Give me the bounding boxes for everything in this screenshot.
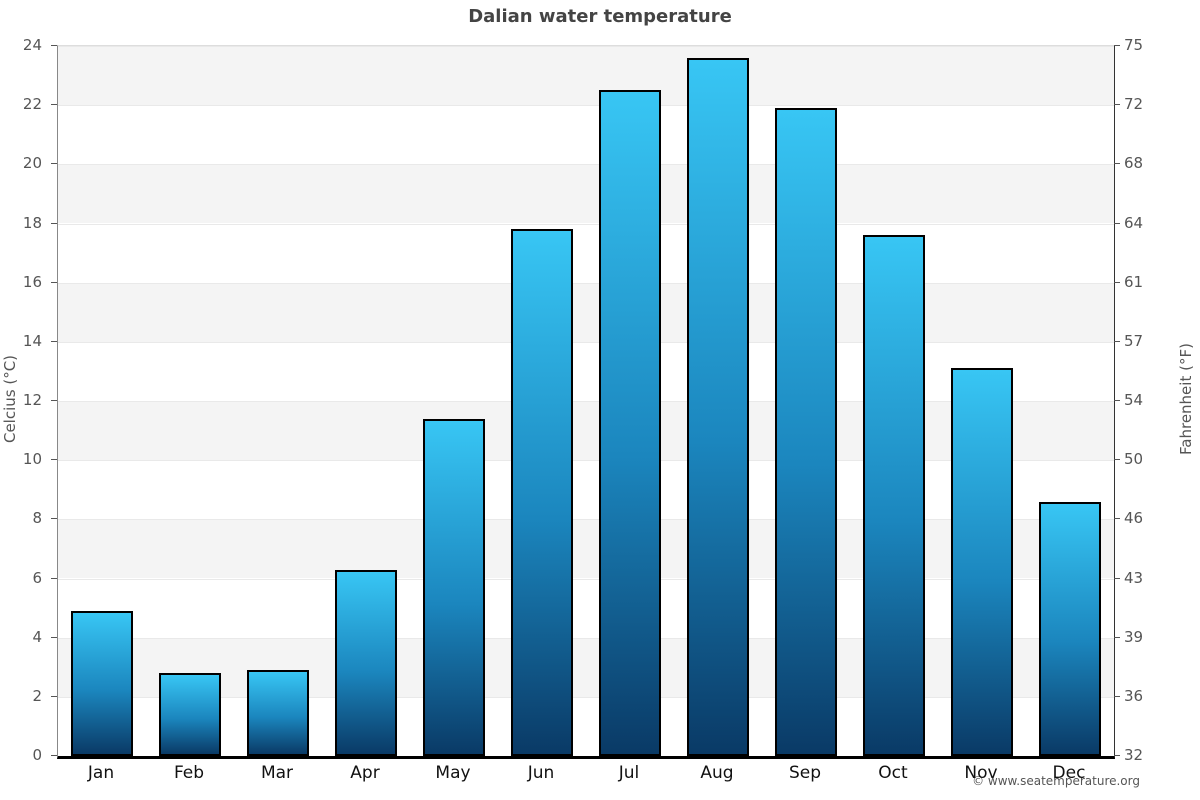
tick-mark [51, 163, 57, 165]
y-axis-right-labels: 32 36 39 43 46 50 54 57 61 64 68 72 75 [1114, 36, 1174, 764]
x-tick-apr: Apr [350, 763, 380, 783]
tick-mark [1114, 636, 1120, 638]
tick-mark [51, 281, 57, 283]
y-tick-celsius: 14 [22, 331, 42, 350]
y-tick-fahrenheit: 75 [1124, 36, 1144, 54]
grid-band [58, 282, 1114, 342]
y-tick-fahrenheit: 50 [1124, 450, 1144, 469]
grid-band [58, 696, 1114, 756]
grid-band [58, 46, 1114, 106]
tick-mark [1114, 459, 1120, 461]
y-tick-celsius: 18 [22, 213, 42, 232]
y-tick-fahrenheit: 57 [1124, 331, 1144, 350]
grid-band [58, 105, 1114, 165]
y-tick-celsius: 24 [22, 36, 42, 54]
y-tick-celsius: 8 [32, 509, 42, 528]
tick-mark [51, 459, 57, 461]
tick-mark [51, 104, 57, 106]
y-tick-celsius: 2 [32, 686, 42, 705]
bar-dec[interactable] [1039, 501, 1101, 756]
y-tick-celsius: 10 [22, 450, 42, 469]
x-tick-jun: Jun [527, 763, 555, 783]
bar-nov[interactable] [951, 368, 1013, 756]
x-tick-feb: Feb [173, 763, 205, 783]
y-tick-celsius: 4 [32, 627, 42, 646]
y-tick-celsius: 16 [22, 272, 42, 291]
x-tick-mar: Mar [260, 763, 294, 783]
y-tick-celsius: 6 [32, 568, 42, 587]
chart-title: Dalian water temperature [468, 6, 732, 27]
tick-mark [1114, 163, 1120, 165]
y-tick-celsius: 12 [22, 391, 42, 409]
tick-mark [1114, 222, 1120, 224]
tick-mark [1114, 577, 1120, 579]
tick-mark [1114, 104, 1120, 106]
bar-oct[interactable] [863, 235, 925, 756]
y-tick-fahrenheit: 64 [1124, 213, 1144, 232]
bar-jun[interactable] [511, 229, 573, 756]
x-tick-may: May [435, 763, 471, 783]
bar-mar[interactable] [247, 670, 309, 756]
tick-mark [1114, 695, 1120, 697]
y-tick-celsius: 22 [22, 95, 42, 114]
y-axis-left-labels: 0 2 4 6 8 10 12 14 16 18 20 22 24 [0, 36, 50, 764]
y-tick-celsius: 0 [32, 746, 42, 764]
tick-mark [51, 577, 57, 579]
tick-mark [51, 45, 57, 46]
tick-mark [1114, 518, 1120, 520]
tick-mark [1114, 755, 1120, 756]
y-tick-fahrenheit: 46 [1124, 509, 1144, 528]
x-tick-oct: Oct [878, 763, 908, 783]
y-tick-fahrenheit: 36 [1124, 686, 1144, 705]
tick-mark [51, 518, 57, 520]
x-tick-aug: Aug [700, 763, 734, 783]
x-tick-jan: Jan [87, 763, 115, 783]
grid-band [58, 578, 1114, 638]
tick-mark [51, 340, 57, 342]
tick-mark [51, 400, 57, 401]
bar-feb[interactable] [159, 673, 221, 756]
bar-sep[interactable] [775, 108, 837, 756]
bar-apr[interactable] [335, 569, 397, 756]
grid-band [58, 460, 1114, 520]
y-tick-fahrenheit: 68 [1124, 154, 1144, 173]
x-tick-nov: Nov [964, 763, 998, 783]
grid-band [58, 164, 1114, 224]
y-tick-celsius: 20 [22, 154, 42, 173]
grid-band [58, 401, 1114, 461]
bar-may[interactable] [423, 418, 485, 756]
y-tick-fahrenheit: 61 [1124, 272, 1144, 291]
bar-jan[interactable] [71, 611, 133, 756]
copyright-watermark: © www.seatemperature.org [972, 774, 1140, 788]
y-tick-fahrenheit: 43 [1124, 568, 1144, 587]
x-tick-jul: Jul [618, 763, 640, 783]
grid-band [58, 341, 1114, 401]
plot-area [57, 45, 1115, 759]
y-tick-fahrenheit: 54 [1124, 391, 1144, 409]
tick-mark [1114, 400, 1120, 401]
x-axis-month-labels: Jan Feb Mar Apr May Jun Jul Aug Sep Oct Nov Dec [57, 760, 1113, 786]
y-tick-fahrenheit: 39 [1124, 627, 1144, 646]
tick-mark [51, 755, 57, 756]
grid-band [58, 637, 1114, 697]
x-tick-sep: Sep [788, 763, 822, 783]
tick-mark [51, 222, 57, 224]
tick-mark [1114, 281, 1120, 283]
bar-jul[interactable] [599, 90, 661, 756]
y-tick-fahrenheit: 72 [1124, 95, 1144, 114]
y-tick-fahrenheit: 32 [1124, 746, 1144, 764]
grid-band [58, 223, 1114, 283]
tick-mark [1114, 340, 1120, 342]
bar-aug[interactable] [687, 57, 749, 756]
x-tick-dec: Dec [1052, 763, 1086, 783]
tick-mark [1114, 45, 1120, 46]
grid-band [58, 519, 1114, 579]
tick-mark [51, 695, 57, 697]
tick-mark [51, 636, 57, 638]
